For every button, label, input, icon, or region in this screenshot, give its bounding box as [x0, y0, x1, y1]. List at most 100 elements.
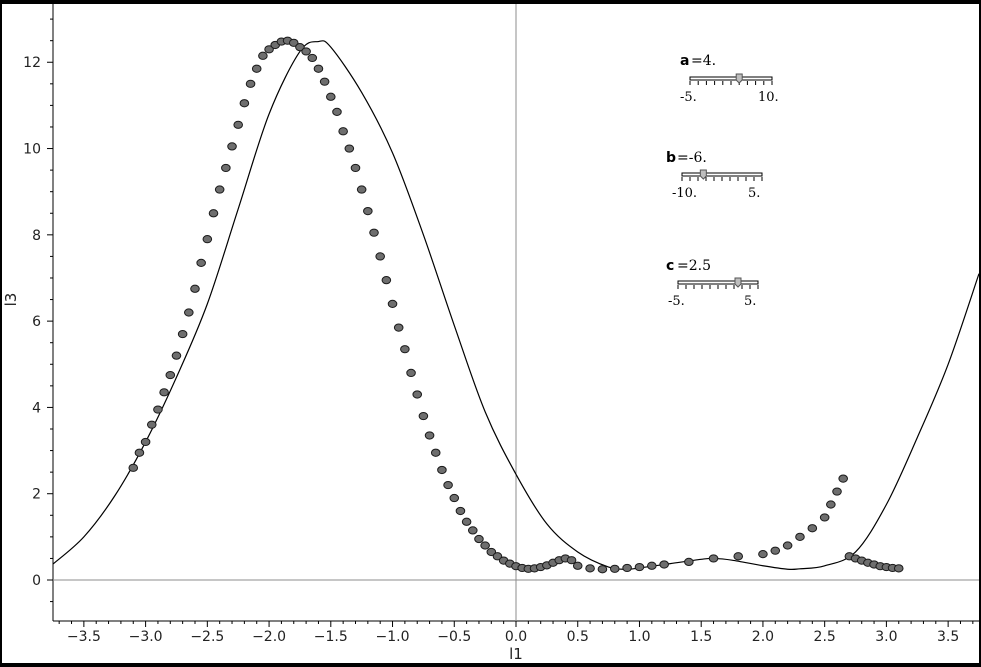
data-point[interactable] — [659, 560, 669, 569]
data-point[interactable] — [258, 51, 268, 60]
plot-area[interactable]: −3.5 −3.0 −2.5 −2.0 −1.5 −1.0 −0.5 0.0 0.5 1.0 1.5… — [2, 4, 980, 663]
data-point[interactable] — [146, 420, 157, 429]
data-point[interactable] — [177, 329, 188, 339]
data-point[interactable] — [245, 79, 256, 88]
data-point[interactable] — [572, 561, 583, 570]
data-point[interactable] — [585, 564, 595, 573]
x-tick-label: 2.5 — [814, 629, 836, 645]
data-point[interactable] — [622, 563, 632, 573]
data-point[interactable] — [319, 77, 330, 86]
data-point[interactable] — [609, 564, 620, 573]
data-point[interactable] — [214, 185, 225, 194]
slider-b-thumb[interactable] — [699, 169, 707, 180]
data-point[interactable] — [838, 474, 848, 483]
data-point[interactable] — [758, 550, 768, 559]
data-point[interactable] — [437, 465, 447, 475]
data-point[interactable] — [430, 448, 441, 457]
data-point[interactable] — [134, 448, 145, 457]
data-point[interactable] — [393, 323, 404, 332]
data-point[interactable] — [387, 299, 398, 308]
data-point[interactable] — [288, 38, 299, 47]
data-point[interactable] — [486, 547, 497, 557]
data-point[interactable] — [412, 390, 423, 399]
data-point[interactable] — [128, 463, 139, 472]
data-point[interactable] — [455, 506, 466, 516]
data-point[interactable] — [826, 500, 836, 509]
data-point[interactable] — [443, 480, 453, 490]
slider-b-max: 5. — [748, 186, 760, 201]
data-point[interactable] — [227, 142, 237, 151]
slider-a-thumb[interactable] — [735, 73, 743, 84]
data-point[interactable] — [597, 565, 608, 574]
data-point[interactable] — [159, 388, 169, 397]
data-point[interactable] — [474, 534, 484, 544]
data-point[interactable] — [492, 552, 503, 561]
data-point[interactable] — [332, 107, 342, 116]
data-point[interactable] — [893, 564, 904, 573]
fitted-curve — [52, 40, 980, 571]
data-point[interactable] — [202, 235, 213, 244]
data-points — [128, 36, 904, 574]
data-point[interactable] — [770, 546, 781, 555]
data-point[interactable] — [381, 276, 392, 285]
slider-c-name: c — [666, 258, 674, 274]
x-tick-label: −3.0 — [129, 629, 163, 645]
data-point[interactable] — [467, 526, 478, 535]
slider-c-track[interactable] — [677, 280, 759, 285]
data-point[interactable] — [344, 144, 355, 153]
data-point[interactable] — [190, 284, 200, 293]
data-point[interactable] — [326, 92, 336, 101]
data-point[interactable] — [363, 207, 373, 216]
slider-c-thumb[interactable] — [734, 277, 742, 288]
data-point[interactable] — [708, 554, 719, 563]
data-point[interactable] — [369, 228, 379, 237]
data-point[interactable] — [251, 64, 262, 73]
slider-a-track[interactable] — [689, 76, 773, 81]
data-point[interactable] — [375, 252, 385, 261]
data-point[interactable] — [449, 493, 460, 503]
data-point[interactable] — [221, 163, 231, 173]
scatter-plot[interactable]: −3.5 −3.0 −2.5 −2.0 −1.5 −1.0 −0.5 0.0 0.5 1.0 1.5… — [2, 4, 980, 663]
slider-b-name: b — [666, 150, 676, 166]
data-point[interactable] — [807, 524, 818, 533]
x-tick-label: −2.5 — [190, 629, 224, 645]
data-point[interactable] — [301, 47, 311, 56]
data-point[interactable] — [208, 209, 219, 218]
data-point[interactable] — [832, 487, 842, 496]
slider-c[interactable]: c =2.5 -5. 5. — [666, 258, 759, 309]
slider-a-max: 10. — [758, 90, 779, 105]
slider-a[interactable]: a =4. -5. 10. — [680, 53, 779, 105]
data-point[interactable] — [400, 345, 410, 354]
data-point[interactable] — [165, 370, 176, 380]
data-point[interactable] — [406, 368, 416, 378]
data-point[interactable] — [461, 517, 472, 526]
slider-a-value: =4. — [691, 53, 716, 69]
data-point[interactable] — [782, 541, 793, 550]
data-point[interactable] — [307, 53, 318, 63]
data-point[interactable] — [196, 258, 206, 267]
data-point[interactable] — [184, 308, 194, 317]
data-point[interactable] — [634, 562, 645, 572]
data-point[interactable] — [264, 45, 274, 54]
data-point[interactable] — [733, 552, 744, 561]
data-point[interactable] — [295, 43, 305, 52]
data-point[interactable] — [566, 556, 577, 565]
data-point[interactable] — [819, 513, 830, 522]
data-point[interactable] — [140, 437, 151, 447]
data-point[interactable] — [338, 127, 348, 136]
data-point[interactable] — [313, 64, 324, 73]
data-point[interactable] — [684, 557, 694, 566]
data-point[interactable] — [171, 351, 182, 360]
data-point[interactable] — [239, 99, 250, 108]
data-point[interactable] — [233, 120, 243, 129]
data-point[interactable] — [153, 405, 163, 414]
data-point[interactable] — [480, 541, 490, 550]
slider-b-track[interactable] — [681, 172, 763, 177]
data-point[interactable] — [350, 163, 361, 173]
data-point[interactable] — [356, 185, 367, 194]
data-point[interactable] — [418, 411, 429, 421]
data-point[interactable] — [795, 532, 805, 541]
data-point[interactable] — [647, 561, 657, 570]
slider-b[interactable]: b =-6. -10. 5. — [666, 150, 763, 201]
data-point[interactable] — [424, 431, 435, 440]
